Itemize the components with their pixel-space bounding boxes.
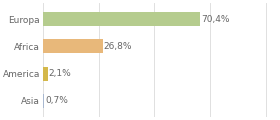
- Text: 70,4%: 70,4%: [201, 15, 230, 24]
- Bar: [43, 66, 48, 81]
- Bar: [43, 39, 103, 54]
- Text: 0,7%: 0,7%: [46, 96, 69, 105]
- Text: 2,1%: 2,1%: [49, 69, 71, 78]
- Text: 26,8%: 26,8%: [104, 42, 132, 51]
- Bar: [43, 12, 200, 26]
- Bar: [43, 94, 45, 108]
